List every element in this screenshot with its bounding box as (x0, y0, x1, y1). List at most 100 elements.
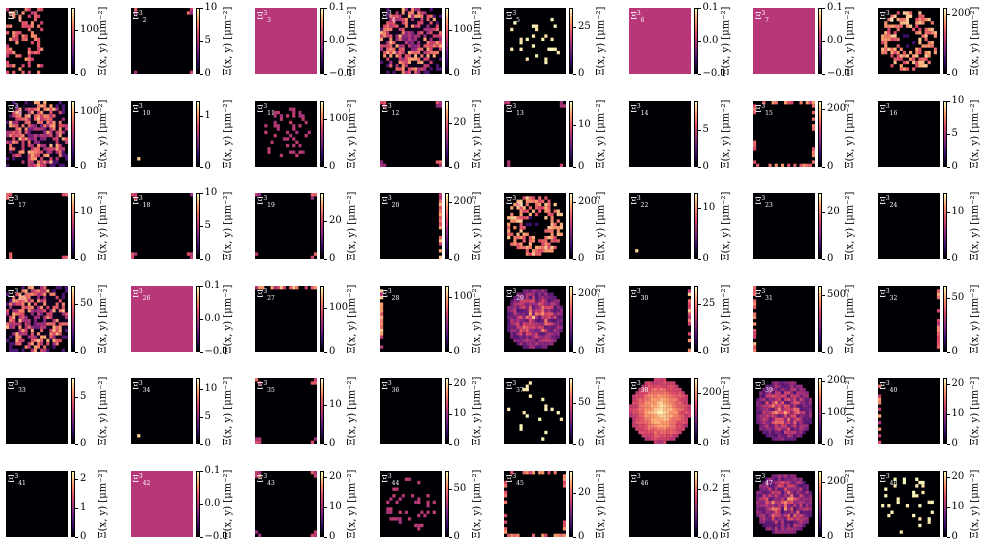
heatmap-cell (774, 387, 778, 392)
colorbar-label: Ξ(x, y) [μm⁻²] (345, 7, 359, 76)
heatmap-cell (927, 520, 931, 524)
heatmap-cell (762, 404, 766, 408)
heatmap-cell (668, 401, 672, 405)
heatmap-cell (522, 387, 526, 392)
heatmap-cell (413, 523, 417, 527)
heatmap-cell (808, 163, 812, 167)
heatmap-cell (410, 67, 414, 71)
heatmap-cell (637, 427, 641, 431)
heatmap-cell (9, 143, 13, 147)
heatmap-cell (753, 341, 757, 345)
heatmap-cell (46, 133, 50, 137)
heatmap-cell (24, 130, 28, 134)
colorbar-tick (573, 536, 576, 538)
heatmap-cell (12, 64, 16, 68)
panel-symbol: Ξ (8, 12, 15, 22)
heatmap-cell (519, 242, 523, 246)
heatmap-cell (292, 150, 296, 154)
heatmap-cell (668, 434, 672, 438)
heatmap-cell (507, 163, 511, 167)
heatmap-cell (647, 414, 651, 418)
heatmap-cell (759, 427, 763, 431)
heatmap-cell (391, 60, 396, 65)
heatmap-cell (547, 315, 551, 319)
heatmap-cell (416, 44, 420, 48)
heatmap-cell (37, 315, 41, 319)
heatmap-cell (21, 341, 25, 345)
heatmap-cell (784, 411, 788, 415)
heatmap-cell (43, 298, 47, 303)
heatmap-cell (416, 37, 420, 42)
heatmap-cell (550, 216, 554, 220)
heatmap-cell (759, 420, 763, 425)
heatmap-cell (665, 417, 669, 421)
heatmap-cell (647, 417, 651, 421)
heatmap-cell (422, 54, 427, 58)
heatmap-cell (43, 288, 47, 293)
heatmap-cell (295, 140, 299, 144)
heatmap-cell (419, 47, 423, 51)
heatmap-cell (313, 533, 317, 537)
heatmap-cell (15, 315, 19, 319)
heatmap-cell (404, 70, 408, 74)
heatmap-cell (528, 252, 532, 256)
heatmap-cell (930, 44, 934, 48)
heatmap-image: Ξ315 (753, 100, 815, 167)
heatmap-cell (504, 480, 508, 484)
heatmap-cell (525, 384, 529, 388)
colorbar-tick-label: −0.1 (827, 68, 852, 79)
heatmap-cell (790, 480, 794, 484)
heatmap-cell (927, 54, 931, 58)
heatmap-cell (559, 311, 563, 316)
heatmap-cell (531, 305, 536, 309)
colorbar (195, 8, 200, 74)
heatmap-cell (379, 44, 383, 48)
heatmap-cell (553, 325, 557, 329)
heatmap-cell (765, 493, 769, 497)
heatmap-cell (432, 31, 436, 35)
heatmap-cell (647, 424, 651, 428)
heatmap-cells (385, 477, 436, 530)
colorbar-tick-label: 10 (204, 187, 218, 198)
heatmap-cell (21, 344, 25, 349)
colorbar-tick-label: 0 (578, 438, 585, 449)
colorbar (942, 378, 947, 444)
heatmap-cell (768, 493, 772, 497)
heatmap-cell (765, 480, 769, 484)
heatmap-cell (40, 8, 44, 12)
heatmap-cell (52, 305, 56, 309)
heatmap-cell (292, 107, 296, 111)
colorbar (320, 470, 324, 537)
panel-symbol: Ξ (8, 104, 15, 115)
heatmap-cell (796, 417, 800, 421)
heatmap-cell (419, 67, 423, 71)
heatmap-cell (662, 407, 666, 412)
colorbar-label: Ξ(x, y) [μm⁻²] (470, 284, 484, 353)
heatmap-cell (550, 292, 554, 296)
heatmap-cell (784, 503, 788, 507)
heatmap-cell (279, 117, 283, 121)
heatmap-cell (525, 249, 529, 253)
heatmap-cell (531, 318, 536, 322)
heatmap-cell (684, 414, 688, 418)
heatmap-cell (538, 318, 542, 322)
heatmap-cell (662, 430, 666, 435)
heatmap-cell (562, 533, 566, 537)
heatmap-cell (407, 477, 411, 481)
panel-superscript: 3 (761, 195, 766, 202)
colorbar-label-text: Ξ(x, y) [μm⁻²] (595, 469, 607, 538)
heatmap-cell (49, 126, 53, 131)
heatmap-cell (687, 331, 691, 336)
colorbar-tick (573, 294, 576, 296)
heatmap-cell (426, 54, 430, 58)
heatmap-cell (33, 318, 38, 322)
panel-symbol: Ξ (132, 289, 139, 300)
heatmap-cell (33, 14, 38, 18)
heatmap-cell (777, 483, 781, 488)
heatmap-cell (24, 292, 28, 296)
heatmap-cell (531, 249, 536, 253)
heatmap-cell (796, 430, 800, 435)
heatmap-cell (759, 397, 763, 402)
heatmap-cell (538, 206, 542, 210)
heatmap-cell (21, 325, 25, 329)
